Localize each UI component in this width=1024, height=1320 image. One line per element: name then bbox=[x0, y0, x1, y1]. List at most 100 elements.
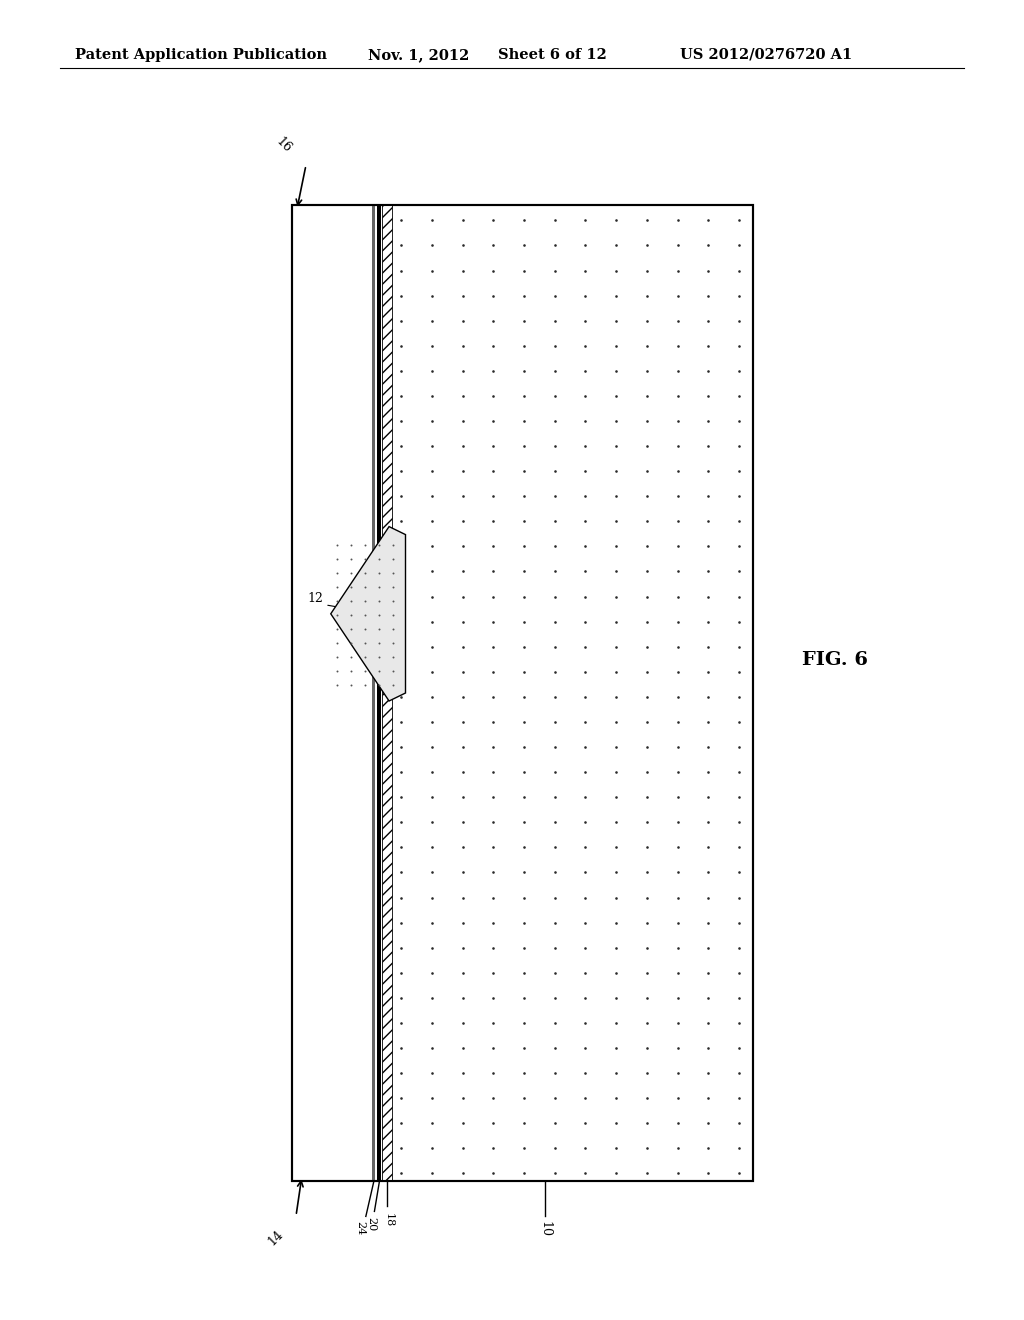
Point bbox=[578, 862, 594, 883]
Point bbox=[371, 660, 387, 681]
Point bbox=[731, 335, 748, 356]
Point bbox=[343, 647, 359, 668]
Point bbox=[393, 511, 410, 532]
Point bbox=[578, 737, 594, 758]
Point bbox=[455, 812, 471, 833]
Point bbox=[578, 962, 594, 983]
Point bbox=[639, 586, 655, 607]
Point bbox=[639, 1012, 655, 1034]
Point bbox=[578, 762, 594, 783]
Point bbox=[578, 411, 594, 432]
Point bbox=[455, 862, 471, 883]
Point bbox=[731, 912, 748, 933]
Point bbox=[424, 1113, 440, 1134]
Point bbox=[343, 675, 359, 696]
Point bbox=[393, 686, 410, 708]
Point bbox=[547, 385, 563, 407]
Point bbox=[608, 411, 625, 432]
Point bbox=[639, 1163, 655, 1184]
Point bbox=[329, 548, 345, 569]
Point bbox=[424, 787, 440, 808]
Point bbox=[700, 636, 717, 657]
Point bbox=[670, 1063, 686, 1084]
Point bbox=[608, 636, 625, 657]
Bar bbox=[373, 205, 376, 1181]
Point bbox=[670, 636, 686, 657]
Point bbox=[424, 1138, 440, 1159]
Point bbox=[670, 1038, 686, 1059]
Point bbox=[516, 235, 532, 256]
Point bbox=[329, 562, 345, 583]
Point bbox=[329, 647, 345, 668]
Point bbox=[516, 385, 532, 407]
Point bbox=[670, 962, 686, 983]
Point bbox=[670, 686, 686, 708]
Point bbox=[371, 590, 387, 611]
Point bbox=[329, 577, 345, 598]
Point bbox=[329, 605, 345, 626]
Point bbox=[393, 787, 410, 808]
Point bbox=[547, 962, 563, 983]
Point bbox=[393, 310, 410, 331]
Point bbox=[516, 1012, 532, 1034]
Point bbox=[516, 536, 532, 557]
Point bbox=[356, 548, 373, 569]
Point bbox=[393, 385, 410, 407]
Bar bbox=[378, 205, 382, 1181]
Point bbox=[485, 912, 502, 933]
Point bbox=[578, 711, 594, 733]
Point bbox=[547, 1012, 563, 1034]
Point bbox=[485, 586, 502, 607]
Point bbox=[608, 1163, 625, 1184]
Point bbox=[639, 1113, 655, 1134]
Point bbox=[608, 1088, 625, 1109]
Point bbox=[670, 937, 686, 958]
Point bbox=[455, 1038, 471, 1059]
Point bbox=[608, 486, 625, 507]
Point bbox=[547, 611, 563, 632]
Point bbox=[608, 1138, 625, 1159]
Point bbox=[639, 1063, 655, 1084]
Point bbox=[639, 711, 655, 733]
Point bbox=[516, 511, 532, 532]
Point bbox=[608, 511, 625, 532]
Point bbox=[608, 912, 625, 933]
Point bbox=[700, 310, 717, 331]
Point bbox=[578, 611, 594, 632]
Bar bbox=[292, 205, 753, 1181]
Point bbox=[485, 837, 502, 858]
Point bbox=[731, 862, 748, 883]
Point bbox=[731, 360, 748, 381]
Point bbox=[485, 887, 502, 908]
Point bbox=[608, 1038, 625, 1059]
Point bbox=[578, 586, 594, 607]
Point bbox=[485, 1163, 502, 1184]
Text: 24: 24 bbox=[355, 1221, 365, 1236]
Point bbox=[485, 1113, 502, 1134]
Bar bbox=[292, 205, 753, 1181]
Point bbox=[516, 461, 532, 482]
Point bbox=[670, 987, 686, 1008]
Point bbox=[578, 812, 594, 833]
Point bbox=[731, 436, 748, 457]
Point bbox=[700, 461, 717, 482]
Point bbox=[329, 535, 345, 556]
Point bbox=[608, 686, 625, 708]
Point bbox=[455, 887, 471, 908]
Point bbox=[639, 812, 655, 833]
Bar bbox=[383, 205, 391, 1181]
Point bbox=[670, 586, 686, 607]
Point bbox=[393, 436, 410, 457]
Point bbox=[485, 1088, 502, 1109]
Point bbox=[731, 711, 748, 733]
Text: FIG. 6: FIG. 6 bbox=[802, 651, 867, 669]
Point bbox=[516, 486, 532, 507]
Point bbox=[485, 636, 502, 657]
Point bbox=[578, 636, 594, 657]
Point bbox=[670, 1012, 686, 1034]
Point bbox=[516, 285, 532, 306]
Point bbox=[393, 711, 410, 733]
Point bbox=[608, 887, 625, 908]
Point bbox=[670, 385, 686, 407]
Point bbox=[700, 586, 717, 607]
